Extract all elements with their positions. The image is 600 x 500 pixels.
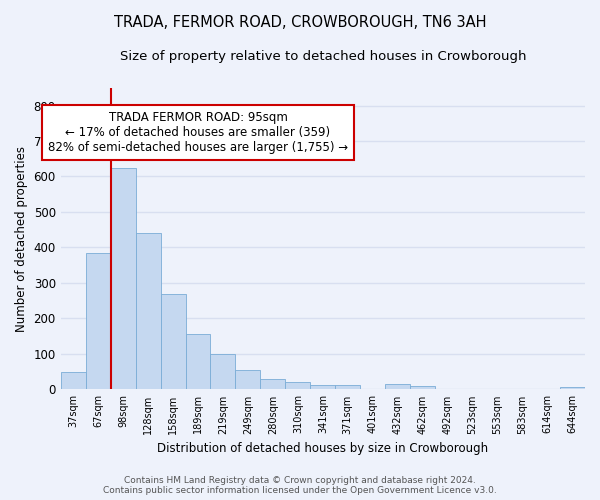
Bar [286, 382, 310, 390]
Bar [260, 379, 286, 390]
Bar [235, 370, 260, 390]
Bar [335, 385, 360, 390]
Bar [410, 386, 435, 390]
Bar [86, 253, 110, 390]
Text: TRADA, FERMOR ROAD, CROWBOROUGH, TN6 3AH: TRADA, FERMOR ROAD, CROWBOROUGH, TN6 3AH [114, 15, 486, 30]
X-axis label: Distribution of detached houses by size in Crowborough: Distribution of detached houses by size … [157, 442, 488, 455]
Bar [136, 234, 161, 390]
Bar [61, 372, 86, 390]
Bar [385, 384, 410, 390]
Bar [161, 294, 185, 390]
Bar [310, 385, 335, 390]
Y-axis label: Number of detached properties: Number of detached properties [15, 146, 28, 332]
Title: Size of property relative to detached houses in Crowborough: Size of property relative to detached ho… [119, 50, 526, 63]
Bar [185, 334, 211, 390]
Bar [560, 386, 585, 390]
Bar [110, 168, 136, 390]
Text: TRADA FERMOR ROAD: 95sqm
← 17% of detached houses are smaller (359)
82% of semi-: TRADA FERMOR ROAD: 95sqm ← 17% of detach… [48, 111, 348, 154]
Text: Contains HM Land Registry data © Crown copyright and database right 2024.
Contai: Contains HM Land Registry data © Crown c… [103, 476, 497, 495]
Bar [211, 354, 235, 390]
